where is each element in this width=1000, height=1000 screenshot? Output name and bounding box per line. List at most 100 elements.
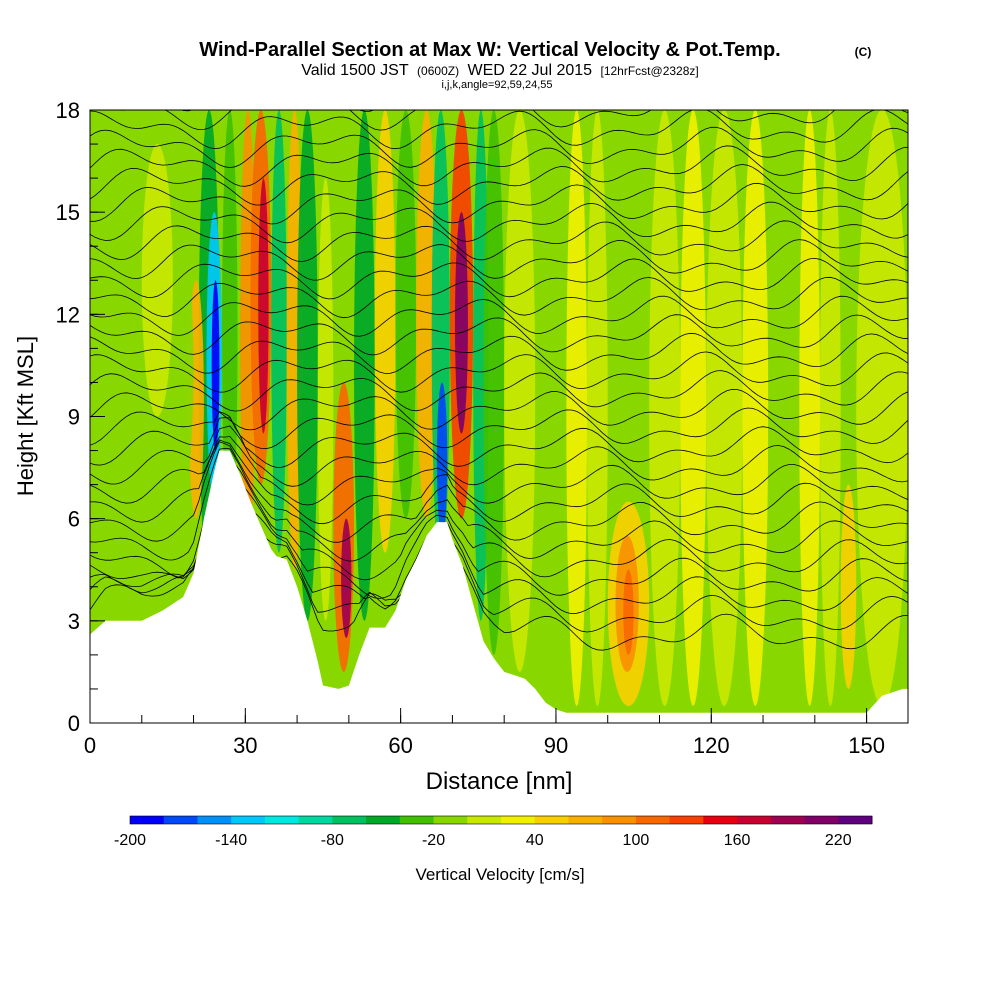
x-tick-label: 0	[84, 733, 96, 758]
x-tick-label: 90	[544, 733, 568, 758]
x-tick-label: 150	[848, 733, 885, 758]
theta-contour	[90, 257, 908, 300]
velocity-cell	[211, 280, 220, 451]
theta-contour	[90, 370, 908, 412]
valid-date: WED 22 Jul 2015	[468, 62, 593, 79]
velocity-cell	[623, 569, 634, 655]
colorbar-tick-label: -80	[321, 832, 344, 849]
theta-contour	[90, 201, 908, 244]
colorbar-swatch	[568, 816, 603, 824]
theta-contour	[90, 441, 908, 543]
valid-time-utc: (0600Z)	[417, 64, 459, 78]
colorbar-swatch	[332, 816, 367, 824]
colorbar-swatch	[602, 816, 637, 824]
colorbar-swatch	[197, 816, 232, 824]
colorbar-swatch	[264, 816, 300, 824]
theta-contour	[90, 276, 908, 319]
theta-contour	[90, 126, 908, 168]
velocity-cell	[317, 178, 334, 621]
theta-contour	[90, 436, 908, 506]
y-tick-label: 6	[68, 507, 80, 532]
colorbar: -200 -140 -80 -20 40 100 160 220	[114, 815, 873, 849]
colorbar-tick-label: 220	[825, 832, 852, 849]
y-tick-label: 9	[68, 405, 80, 430]
velocity-cell	[856, 110, 908, 706]
chart-title: Wind-Parallel Section at Max W: Vertical…	[199, 39, 780, 61]
theta-contour	[90, 220, 908, 262]
copyright-mark: (C)	[855, 45, 872, 59]
y-axis-label: Height [Kft MSL]	[13, 336, 38, 496]
y-tick-label: 12	[56, 302, 80, 327]
velocity-cell	[799, 110, 820, 706]
y-axis: 0 3 6 9 12 15 18	[56, 98, 105, 736]
velocity-field	[90, 110, 908, 706]
velocity-cell	[374, 110, 396, 553]
colorbar-swatch	[231, 816, 266, 824]
theta-contour	[117, 110, 908, 131]
colorbar-swatch	[669, 816, 704, 824]
theta-contour	[90, 332, 908, 374]
velocity-cell	[649, 110, 681, 706]
y-tick-label: 18	[56, 98, 80, 123]
velocity-cell	[454, 212, 468, 434]
colorbar-swatch	[703, 816, 738, 824]
theta-contour	[90, 351, 908, 393]
velocity-cell	[706, 110, 743, 706]
x-tick-label: 120	[693, 733, 730, 758]
y-tick-label: 3	[68, 609, 80, 634]
y-tick-label: 0	[68, 711, 80, 736]
colorbar-swatch	[804, 816, 839, 824]
x-axis-label: Distance [nm]	[426, 768, 573, 795]
theta-contour	[90, 239, 908, 281]
colorbar-swatch	[433, 816, 468, 824]
velocity-cell	[297, 110, 318, 621]
colorbar-label: Vertical Velocity [cm/s]	[415, 865, 584, 884]
theta-contours	[90, 110, 908, 651]
forecast-label: [12hrFcst@2328z]	[601, 64, 699, 78]
velocity-cell	[258, 178, 269, 434]
velocity-cell	[587, 110, 608, 706]
colorbar-swatch	[501, 816, 536, 824]
theta-contour	[90, 425, 908, 487]
velocity-cell	[504, 110, 536, 672]
velocity-cell	[680, 110, 707, 706]
velocity-cell	[840, 484, 857, 689]
colorbar-tick-label: -200	[114, 832, 146, 849]
theta-contour	[90, 439, 908, 525]
colorbar-tick-label: 160	[724, 832, 751, 849]
x-tick-label: 30	[233, 733, 257, 758]
colorbar-swatch	[770, 816, 806, 824]
plot-area	[90, 110, 908, 723]
colorbar-swatch	[635, 816, 671, 824]
colorbar-tick-label: 40	[526, 832, 544, 849]
terrain-mask	[90, 450, 908, 723]
velocity-cell	[742, 110, 769, 706]
theta-contour	[90, 164, 908, 206]
x-tick-label: 60	[388, 733, 412, 758]
theta-contour	[90, 145, 908, 187]
velocity-cell	[354, 110, 375, 621]
velocity-cell	[141, 144, 173, 417]
theta-contour	[90, 110, 908, 150]
theta-contour	[90, 447, 908, 562]
theta-contour	[90, 182, 908, 225]
colorbar-swatch	[838, 816, 873, 824]
y-tick-label: 15	[56, 200, 80, 225]
colorbar-swatch	[130, 816, 165, 824]
velocity-cell	[819, 110, 841, 706]
colorbar-tick-label: -140	[215, 832, 247, 849]
colorbar-swatch	[163, 816, 198, 824]
grid-indices: i,j,k,angle=92,59,24,55	[441, 79, 552, 91]
theta-contour	[90, 388, 908, 431]
colorbar-frame	[129, 815, 873, 825]
x-axis: 0 30 60 90 120 150	[84, 708, 885, 758]
valid-time-line: Valid 1500 JST (0600Z) WED 22 Jul 2015 […	[301, 62, 698, 79]
theta-contour	[90, 407, 908, 450]
colorbar-swatch	[534, 816, 569, 824]
colorbar-swatch	[298, 816, 333, 824]
colorbar-tick-label: 100	[623, 832, 650, 849]
colorbar-swatch	[399, 816, 435, 824]
valid-time: Valid 1500 JST	[301, 62, 409, 79]
colorbar-swatch	[737, 816, 772, 824]
